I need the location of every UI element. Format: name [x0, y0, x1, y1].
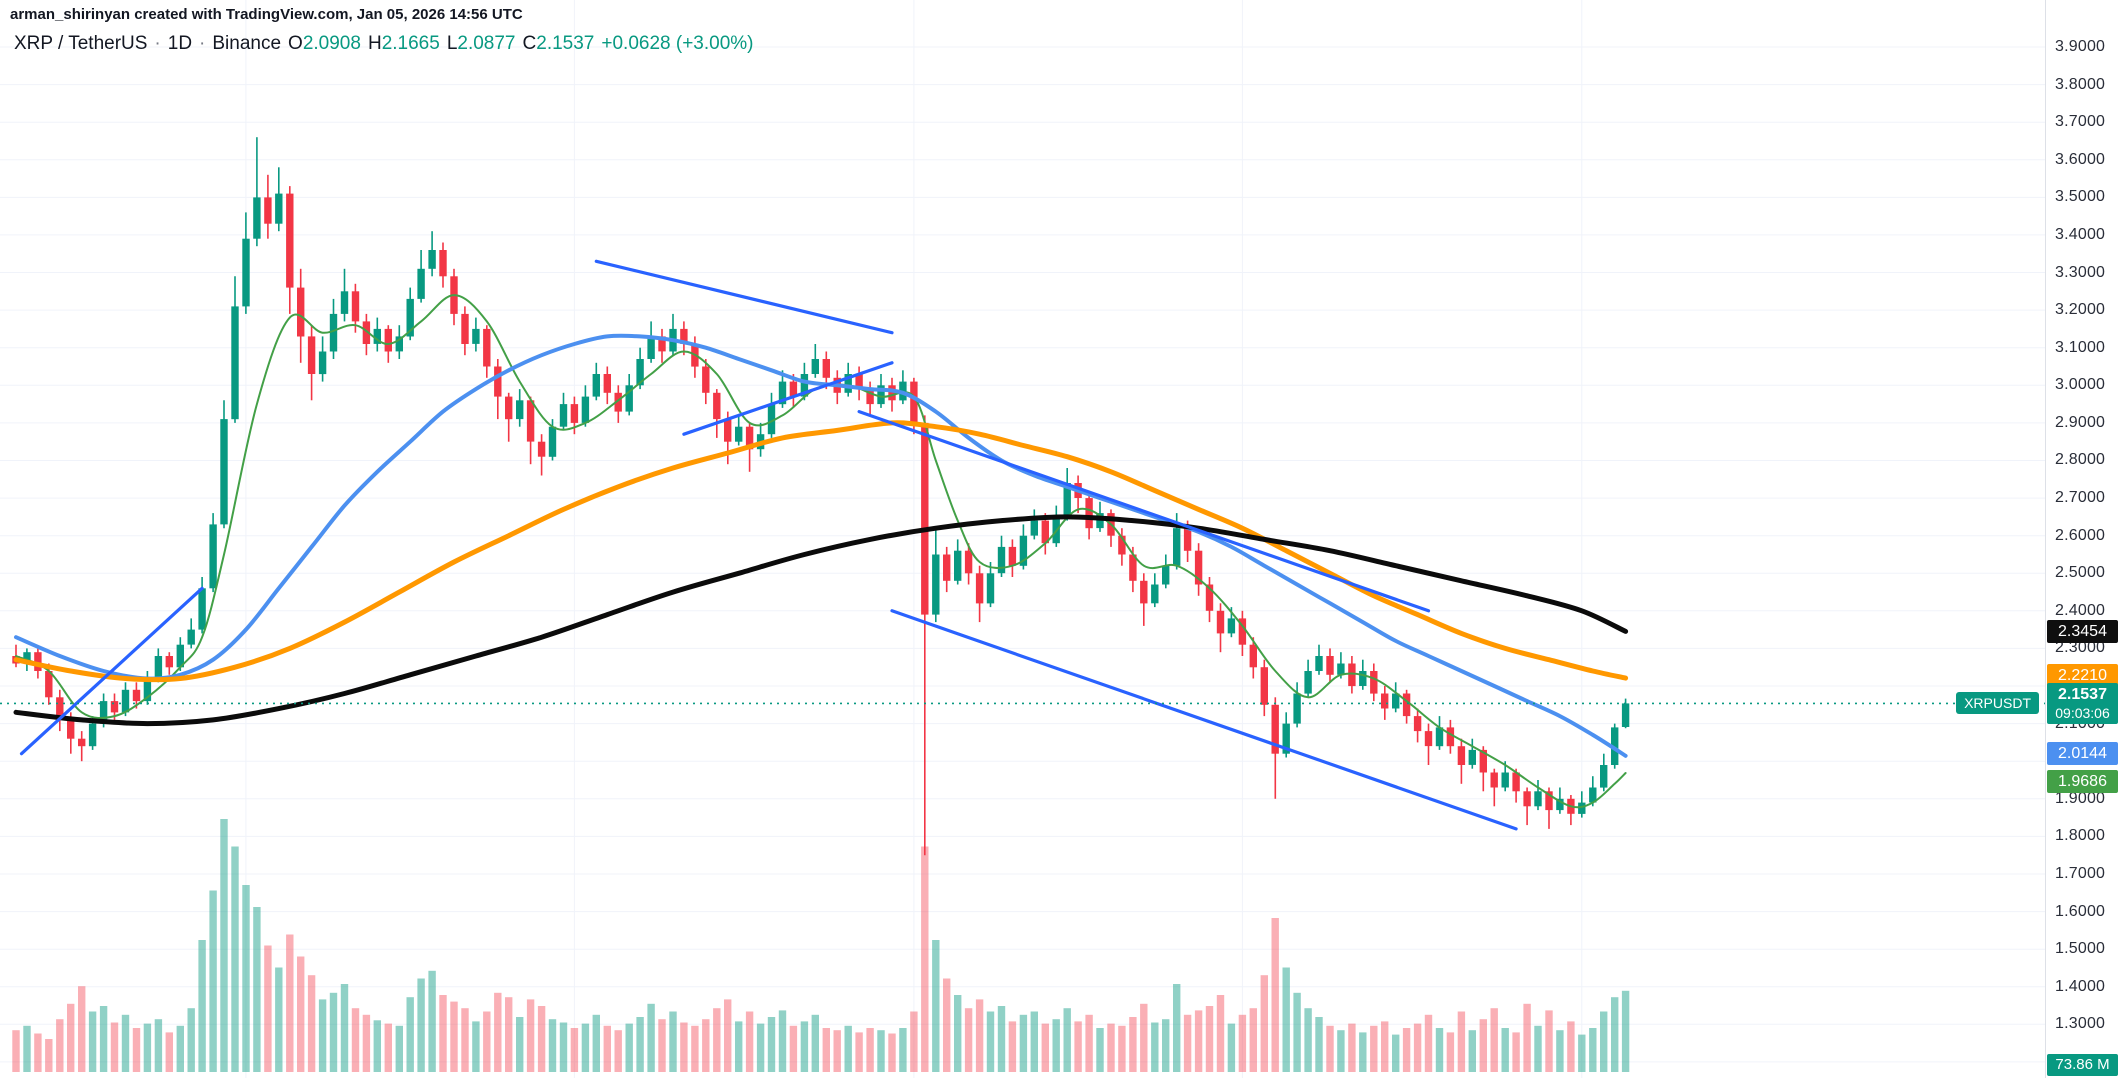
price-axis[interactable]: 73.86 M 3.9000 3.8000 3.7000 3.6000 3.5000 3.…	[2045, 0, 2119, 1078]
price-tick: 2.5000	[2055, 564, 2106, 581]
price-tick: 1.8000	[2055, 827, 2106, 844]
attribution-text: arman_shirinyan created with TradingView…	[10, 6, 523, 23]
price-tick: 3.8000	[2055, 76, 2106, 93]
open-value: O 2.0908	[288, 33, 361, 54]
price-tick: 1.6000	[2055, 903, 2106, 920]
price-tick: 2.7000	[2055, 489, 2106, 506]
ma-fast-value-badge: 1.9686	[2047, 770, 2118, 793]
last-price-badge: 2.1537 09:03:06	[2047, 683, 2118, 724]
price-tick: 3.1000	[2055, 339, 2106, 356]
price-tick: 3.4000	[2055, 226, 2106, 243]
price-tick: 2.8000	[2055, 451, 2106, 468]
legend-separator: ·	[154, 33, 161, 54]
price-tick: 2.6000	[2055, 527, 2106, 544]
exchange-label: Binance	[212, 33, 282, 54]
price-tick: 1.9000	[2055, 790, 2106, 807]
interval-label[interactable]: 1D	[167, 33, 193, 54]
price-tick: 3.6000	[2055, 151, 2106, 168]
volume-value-badge: 73.86 M	[2047, 1054, 2118, 1076]
price-tick: 3.9000	[2055, 38, 2106, 55]
ma-50-value-badge: 2.0144	[2047, 742, 2118, 765]
price-tick: 2.3000	[2055, 639, 2106, 656]
price-tick: 3.5000	[2055, 188, 2106, 205]
price-tick: 3.2000	[2055, 301, 2106, 318]
close-value: C 2.1537	[522, 33, 595, 54]
low-value: L 2.0877	[446, 33, 516, 54]
change-value: +0.0628 (+3.00%)	[601, 33, 754, 54]
price-tick: 1.7000	[2055, 865, 2106, 882]
legend-separator: ·	[199, 33, 206, 54]
price-tick: 1.3000	[2055, 1015, 2106, 1032]
price-tick: 3.0000	[2055, 376, 2106, 393]
price-tick: 3.7000	[2055, 113, 2106, 130]
price-tick: 1.4000	[2055, 978, 2106, 995]
ma-200-value-badge: 2.3454	[2047, 620, 2118, 643]
price-tick: 3.3000	[2055, 264, 2106, 281]
price-tick: 2.4000	[2055, 602, 2106, 619]
price-tick: 1.5000	[2055, 940, 2106, 957]
symbol-name[interactable]: XRP / TetherUS	[14, 33, 148, 54]
symbol-price-tag: XRPUSDT	[1956, 692, 2039, 714]
price-tick: 2.9000	[2055, 414, 2106, 431]
ma-100-value-badge: 2.2210	[2047, 664, 2118, 687]
high-value: H 2.1665	[367, 33, 440, 54]
